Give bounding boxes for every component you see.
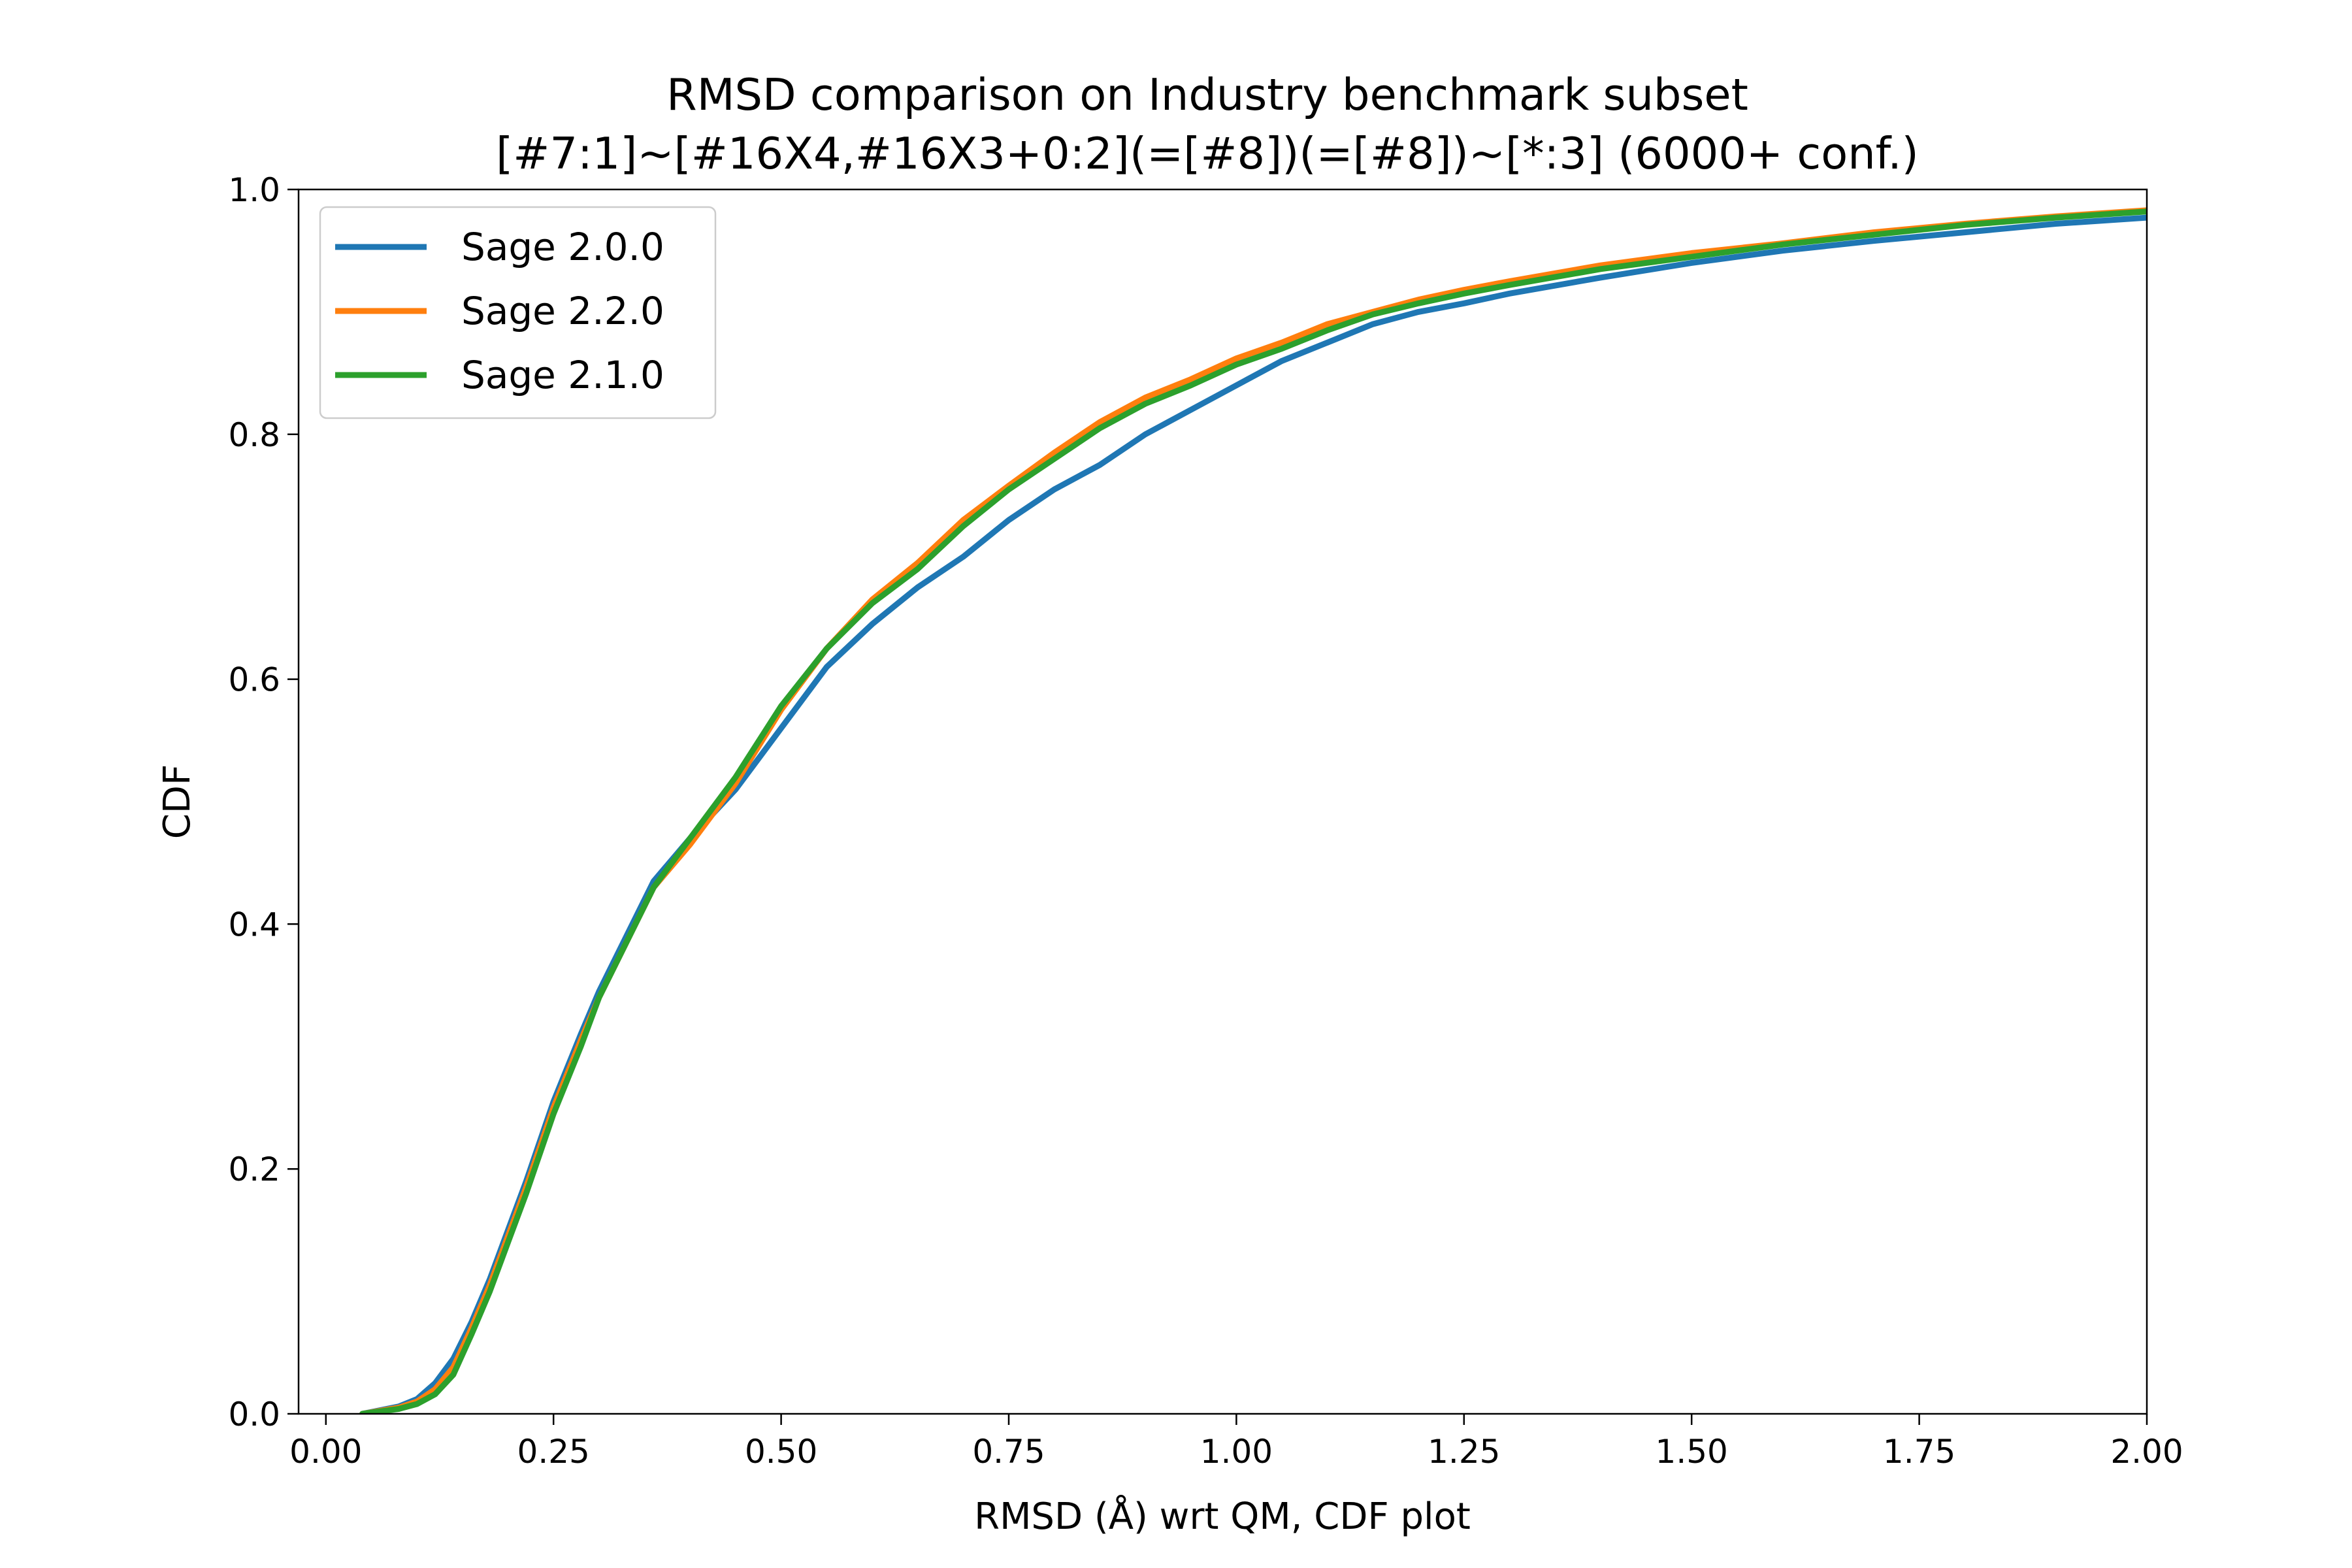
y-tick-label: 0.2 [228, 1151, 280, 1188]
plot-frame [297, 188, 2148, 1415]
legend-entry-label: Sage 2.0.0 [461, 225, 664, 269]
y-axis-ticks: 0.0 0.2 0.4 0.6 0.8 1.0 [228, 171, 299, 1433]
chart-title: RMSD comparison on Industry benchmark su… [666, 69, 1748, 120]
series-line-3 [359, 208, 2147, 1414]
x-tick-label: 0.50 [745, 1433, 817, 1471]
legend-entry-label: Sage 2.1.0 [461, 353, 664, 397]
x-tick-label: 2.00 [2110, 1433, 2183, 1471]
legend: Sage 2.0.0 Sage 2.2.0 Sage 2.1.0 [319, 206, 717, 419]
y-tick-label: 0.6 [228, 661, 280, 699]
series-layer [359, 207, 2147, 1414]
y-tick-label: 0.8 [228, 416, 280, 454]
chart-subtitle: [#7:1]~[#16X4,#16X3+0:2](=[#8])(=[#8])~[… [496, 128, 1919, 179]
y-tick-label: 1.0 [228, 171, 280, 209]
x-axis-ticks: 0.00 0.25 0.50 0.75 1.00 1.25 1.50 1.75 2.00 [289, 1414, 2183, 1471]
x-tick-label: 1.75 [1883, 1433, 1955, 1471]
x-tick-label: 0.25 [517, 1433, 590, 1471]
legend-frame [319, 206, 717, 419]
x-axis-label: RMSD (Å) wrt QM, CDF plot [974, 1495, 1471, 1538]
x-tick-label: 0.75 [972, 1433, 1045, 1471]
y-tick-label: 0.0 [228, 1396, 280, 1433]
plot-area [297, 188, 2148, 1415]
legend-entry-label: Sage 2.2.0 [461, 289, 664, 333]
x-tick-label: 1.25 [1428, 1433, 1500, 1471]
x-tick-label: 1.00 [1200, 1433, 1273, 1471]
x-tick-label: 1.50 [1656, 1433, 1728, 1471]
y-tick-label: 0.4 [228, 906, 280, 943]
x-tick-label: 0.00 [289, 1433, 362, 1471]
y-axis-label: CDF [156, 764, 199, 839]
